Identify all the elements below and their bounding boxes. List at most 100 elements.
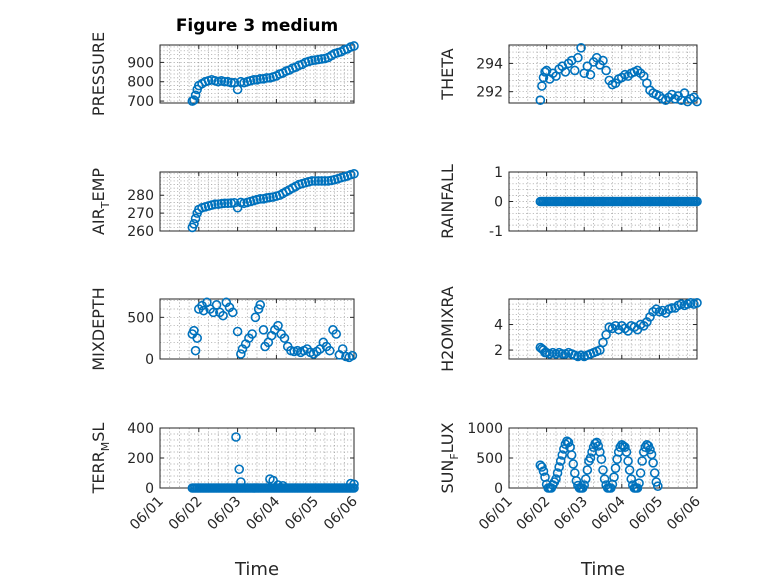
data-point <box>219 76 230 87</box>
y-tick-label: 270 <box>127 206 154 222</box>
y-axis-label-main: RAINFALL <box>438 164 457 239</box>
data-point <box>216 198 227 209</box>
data-point <box>218 310 228 321</box>
plot-area <box>160 45 354 103</box>
data-point <box>610 463 621 474</box>
data-point <box>349 479 359 490</box>
y-axis-label: H2OMIXRA <box>438 286 457 372</box>
x-tick-label: 06/01 <box>476 494 516 534</box>
data-point <box>596 454 607 465</box>
data-point <box>198 305 209 316</box>
series-markers <box>187 432 359 493</box>
data-point <box>554 462 564 472</box>
series-markers <box>535 436 663 493</box>
data-point <box>307 176 317 186</box>
data-point <box>255 300 266 310</box>
panel-pressure: 700 800 900 PRESSURE Figure 3 medium <box>89 16 359 116</box>
x-tick-label: 06/04 <box>243 493 283 533</box>
data-point <box>568 459 579 469</box>
data-point <box>609 472 619 483</box>
data-point <box>310 176 321 186</box>
data-point <box>635 468 646 478</box>
axes-frame <box>159 44 355 104</box>
data-point <box>598 465 608 475</box>
data-point <box>634 478 644 489</box>
y-tick-label: 292 <box>476 85 503 101</box>
series-markers <box>535 196 702 207</box>
data-point <box>226 77 236 88</box>
panel-mixdepth: 0 500 MIXDEPTH <box>89 287 358 371</box>
y-tick-label: 200 <box>127 451 154 467</box>
panel-rainfall: -1 0 1 RAINFALL <box>438 164 702 240</box>
data-point <box>273 480 283 490</box>
y-axis-label-main: TERR <box>89 451 108 494</box>
axes-frame <box>159 171 355 232</box>
x-tick-label: 06/06 <box>664 493 704 533</box>
data-point <box>645 444 655 455</box>
data-point <box>563 437 574 448</box>
y-tick-label: -1 <box>489 224 503 240</box>
data-point <box>560 67 571 77</box>
x-tick-label: 06/06 <box>321 493 361 533</box>
data-point <box>624 465 635 475</box>
y-axis-label: TERRMSL <box>89 423 112 495</box>
y-axis-label-main: SUN <box>438 460 457 494</box>
y-tick-label: 260 <box>127 224 154 240</box>
y-axis-label-main: H2OMIXRA <box>438 286 457 372</box>
y-axis-label: PRESSURE <box>89 32 108 116</box>
y-axis-label-main: PRESSURE <box>89 32 108 116</box>
y-axis-label-main: THETA <box>438 48 457 100</box>
data-point <box>538 466 549 477</box>
series-markers <box>535 43 702 107</box>
y-tick-label: 0 <box>494 195 503 211</box>
y-tick-label: 800 <box>127 75 154 91</box>
chart-title: Figure 3 medium <box>176 16 338 36</box>
data-point <box>316 54 327 64</box>
y-tick-label: 280 <box>127 188 154 204</box>
series-markers <box>187 168 359 233</box>
x-tick-label: 06/05 <box>282 494 322 534</box>
y-axis-label-sub: F <box>448 453 461 459</box>
data-point <box>232 84 243 95</box>
data-point <box>637 456 647 466</box>
data-point <box>316 176 327 186</box>
data-point <box>692 196 702 207</box>
data-point <box>261 73 272 83</box>
data-point <box>265 192 275 203</box>
data-point <box>598 55 608 66</box>
x-tick-label: 06/01 <box>127 494 167 534</box>
series-markers <box>187 41 359 106</box>
data-point <box>579 480 590 490</box>
data-point <box>324 345 335 356</box>
data-point <box>599 474 610 484</box>
data-point <box>692 96 702 107</box>
data-point <box>552 468 563 478</box>
y-axis-label: THETA <box>438 48 457 100</box>
y-tick-label: 0 <box>145 352 154 368</box>
data-point <box>190 90 201 101</box>
data-point <box>559 444 569 454</box>
data-point <box>601 329 611 340</box>
data-point <box>537 462 547 472</box>
data-point <box>253 304 264 314</box>
data-point <box>582 61 593 72</box>
axes-frame <box>508 44 698 104</box>
data-point <box>648 457 658 468</box>
data-point <box>190 345 201 356</box>
axes-frame <box>159 298 355 360</box>
y-tick-label: 294 <box>476 56 503 72</box>
data-point <box>649 468 660 478</box>
data-point <box>626 474 637 484</box>
data-point <box>231 432 241 442</box>
data-point <box>258 325 269 335</box>
data-point <box>236 349 246 359</box>
y-axis-label: RAINFALL <box>438 164 457 239</box>
data-point <box>555 456 566 466</box>
data-point <box>226 198 236 208</box>
data-point <box>595 345 605 355</box>
x-tick-label: 06/03 <box>551 494 591 534</box>
data-point <box>255 194 266 204</box>
data-point <box>557 450 568 460</box>
